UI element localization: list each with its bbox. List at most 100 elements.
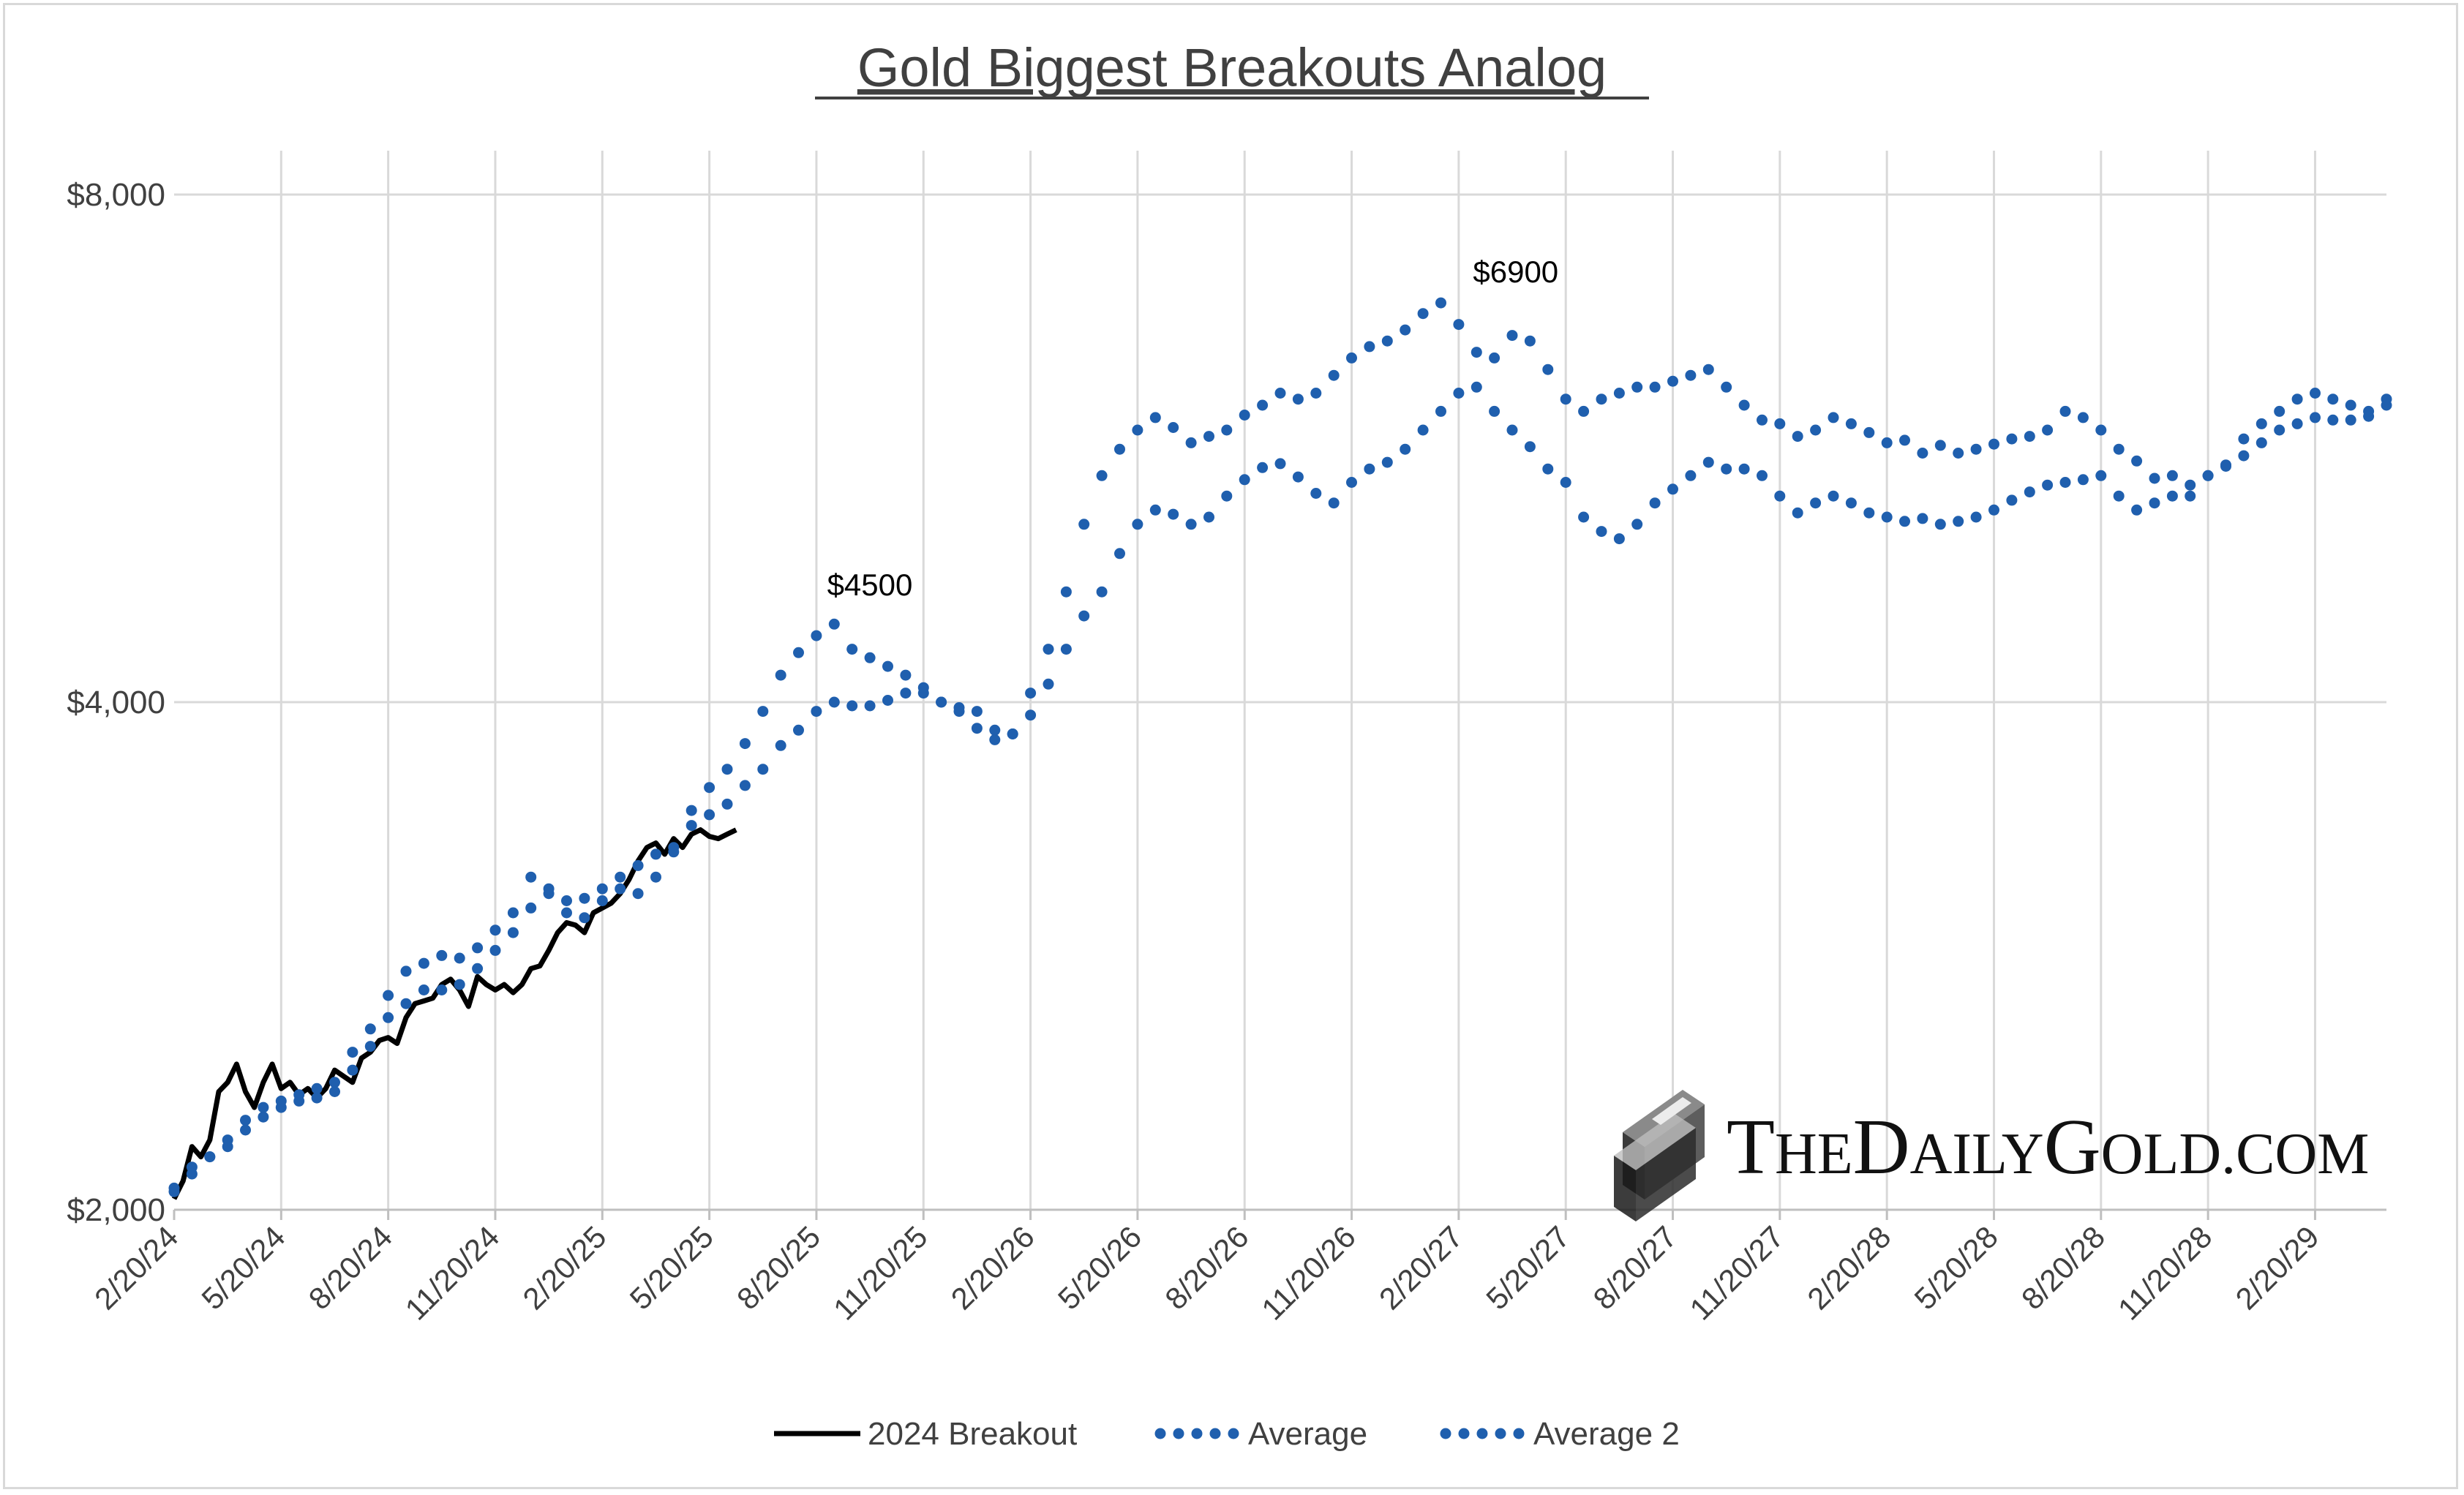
data-point [525,902,537,914]
data-point [2059,405,2071,417]
data-point [1596,393,1607,405]
data-point [1970,443,1982,455]
data-point [1828,412,1839,423]
data-point [1489,405,1500,417]
data-point [1881,437,1893,448]
chart-frame [3,3,2458,1489]
data-point [525,871,537,883]
data-point [1328,497,1340,509]
data-point [1792,507,1803,519]
data-point [1221,424,1233,436]
data-point [793,724,804,736]
data-point [1185,437,1197,448]
data-point [1239,410,1250,421]
data-point [1221,490,1233,502]
data-point [650,848,661,860]
data-point [1524,335,1536,347]
data-point [2255,437,2267,448]
data-point [222,1134,233,1146]
data-point [2310,388,2321,399]
data-point [775,739,786,751]
x-tick-label: 11/20/25 [827,1219,934,1327]
data-point [489,925,501,936]
data-point [1078,519,1090,530]
data-point [2185,479,2196,491]
annotation-layer: $4500 $6900 [827,255,1559,602]
data-point [2059,477,2071,488]
data-point [1934,519,1946,530]
legend-swatch-dot [1209,1428,1221,1439]
data-point [1506,330,1518,342]
data-point [1381,335,1393,347]
data-point [2006,433,2018,445]
series-layer [168,297,2392,1200]
data-point [1292,393,1304,405]
data-point [2131,504,2143,516]
data-point [1346,477,1357,488]
data-point [2291,418,2303,429]
data-point [1810,424,1822,436]
data-point [1470,381,1482,393]
data-point [1792,431,1803,443]
data-point [2363,405,2375,417]
data-point [1060,586,1072,598]
data-point [596,883,608,895]
data-point [2149,497,2160,509]
x-tick-label: 2/20/26 [944,1219,1041,1316]
data-point [347,1064,358,1076]
data-point [240,1115,251,1126]
data-point [1453,319,1465,331]
data-point [329,1086,340,1097]
chart-title: Gold Biggest Breakouts Analog [857,37,1607,98]
data-point [686,820,697,832]
x-tick-label: 2/20/27 [1372,1219,1469,1316]
data-point [1168,422,1179,433]
data-point [418,957,429,969]
data-point [1043,678,1054,690]
legend-label: 2024 Breakout [868,1416,1077,1452]
data-point [1863,507,1875,519]
x-tick-label: 2/20/25 [516,1219,612,1316]
data-point [828,618,840,630]
data-point [1257,462,1269,473]
data-point [1043,644,1054,655]
data-point [1721,463,1732,475]
data-point [1738,463,1750,475]
data-point [1114,548,1125,560]
data-point [240,1124,251,1136]
data-point [1078,610,1090,622]
data-point [2327,414,2339,426]
data-point [811,706,822,718]
data-point [400,965,412,977]
data-point [2149,472,2160,484]
data-point [704,809,715,821]
data-point [454,979,465,990]
data-point [1774,490,1786,502]
data-point [757,706,769,718]
y-tick-label: $2,000 [67,1192,165,1228]
data-point [2185,490,2196,502]
data-point [793,647,804,658]
data-point [2274,405,2285,417]
data-point [1667,483,1678,495]
data-point [2113,490,2125,502]
legend: 2024 Breakout Average Average 2 [774,1416,1680,1452]
legend-swatch-dot [1173,1428,1184,1439]
data-point [2345,414,2356,426]
data-point [1845,497,1857,509]
data-point [596,895,608,906]
series-1 [168,381,2392,1197]
data-point [1257,399,1269,411]
data-point [1274,388,1286,399]
data-point [2095,470,2107,481]
data-point [1560,393,1571,405]
data-point [1845,418,1857,429]
data-point [293,1089,305,1101]
data-point [1953,516,1964,527]
data-point [1417,424,1429,436]
x-tick-label: 8/20/27 [1587,1219,1683,1316]
annotation-label: $6900 [1473,255,1558,289]
data-point [1631,519,1643,530]
data-point [186,1168,198,1180]
